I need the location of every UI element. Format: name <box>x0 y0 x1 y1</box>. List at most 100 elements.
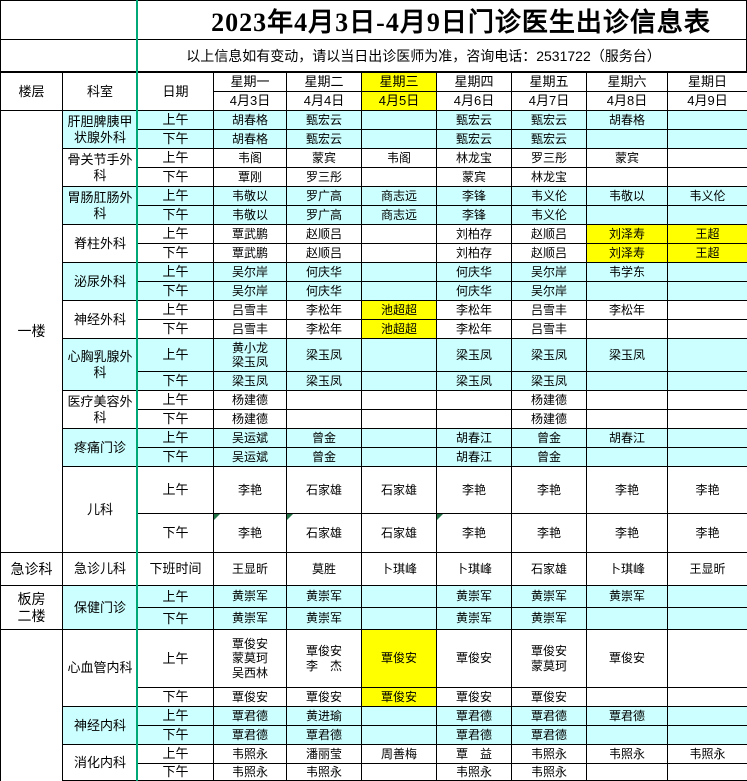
date-header[interactable]: 日期 <box>137 72 214 111</box>
schedule-cell[interactable] <box>667 706 747 726</box>
schedule-cell[interactable]: 黄进瑜 <box>286 706 362 726</box>
time-cell[interactable]: 上午 <box>137 262 214 282</box>
schedule-cell[interactable]: 李松年 <box>286 319 362 339</box>
schedule-cell[interactable] <box>586 607 668 630</box>
schedule-cell[interactable]: 潘丽莹 <box>286 744 362 764</box>
schedule-cell[interactable]: 韦敬以 <box>213 186 287 206</box>
schedule-cell[interactable]: 曾金 <box>286 447 362 467</box>
schedule-cell[interactable]: 梁玉凤 <box>213 371 287 391</box>
schedule-cell[interactable]: 曾金 <box>511 447 587 467</box>
schedule-cell[interactable] <box>361 763 437 781</box>
schedule-cell[interactable]: 刘柏存 <box>436 243 512 263</box>
schedule-cell[interactable]: 韦照永 <box>286 763 362 781</box>
schedule-cell[interactable]: 杨建德 <box>213 390 287 410</box>
schedule-cell[interactable]: 吴尔岸 <box>213 262 287 282</box>
dept-cell[interactable]: 心血管内科 <box>62 629 138 707</box>
schedule-cell[interactable]: 梁玉凤 <box>436 371 512 391</box>
schedule-cell[interactable]: 吴尔岸 <box>511 281 587 301</box>
schedule-cell[interactable]: 黄崇军 <box>436 607 512 630</box>
schedule-cell[interactable]: 林龙宝 <box>511 167 587 187</box>
schedule-cell[interactable] <box>667 110 747 130</box>
time-cell[interactable]: 下午 <box>137 371 214 391</box>
schedule-cell[interactable] <box>667 687 747 707</box>
schedule-cell[interactable]: 梁玉凤 <box>511 371 587 391</box>
weekday-header[interactable]: 星期五 <box>511 72 587 92</box>
time-cell[interactable]: 下午 <box>137 243 214 263</box>
schedule-cell[interactable]: 覃俊安 <box>436 629 512 688</box>
schedule-cell[interactable] <box>667 300 747 320</box>
floor-cell[interactable]: 一楼 <box>0 110 63 553</box>
schedule-cell[interactable]: 韦照永 <box>213 744 287 764</box>
schedule-cell[interactable]: 何庆华 <box>436 262 512 282</box>
schedule-cell[interactable]: 莫胜 <box>286 552 362 586</box>
schedule-cell[interactable]: 覃君德 <box>213 706 287 726</box>
schedule-cell[interactable]: 韦学东 <box>586 262 668 282</box>
schedule-cell[interactable]: 覃君德 <box>511 706 587 726</box>
schedule-cell[interactable] <box>586 205 668 225</box>
schedule-cell[interactable]: 李艳 <box>667 513 747 553</box>
schedule-cell[interactable]: 林龙宝 <box>436 148 512 168</box>
schedule-cell[interactable] <box>361 167 437 187</box>
schedule-cell[interactable] <box>361 428 437 448</box>
time-cell[interactable]: 下午 <box>137 205 214 225</box>
schedule-cell[interactable]: 甄宏云 <box>436 110 512 130</box>
dept-cell[interactable]: 脊柱外科 <box>62 224 138 263</box>
schedule-cell[interactable]: 蒙宾 <box>586 148 668 168</box>
schedule-cell[interactable]: 黄崇军 <box>436 585 512 608</box>
weekday-header[interactable]: 星期三 <box>361 72 437 92</box>
schedule-cell[interactable] <box>361 129 437 149</box>
schedule-cell[interactable]: 李松年 <box>436 300 512 320</box>
time-cell[interactable]: 下午 <box>137 687 214 707</box>
schedule-cell[interactable]: 李松年 <box>586 300 668 320</box>
schedule-cell[interactable] <box>361 585 437 608</box>
schedule-cell[interactable]: 吕雪丰 <box>213 319 287 339</box>
schedule-cell[interactable] <box>586 167 668 187</box>
schedule-cell[interactable] <box>667 629 747 688</box>
schedule-cell[interactable]: 何庆华 <box>436 281 512 301</box>
schedule-cell[interactable]: 池超超 <box>361 319 437 339</box>
schedule-cell[interactable]: 罗三彤 <box>511 148 587 168</box>
schedule-cell[interactable]: 王超 <box>667 224 747 244</box>
time-cell[interactable]: 下午 <box>137 447 214 467</box>
schedule-cell[interactable] <box>667 447 747 467</box>
schedule-cell[interactable] <box>361 706 437 726</box>
schedule-cell[interactable] <box>667 763 747 781</box>
dept-cell[interactable]: 骨关节手外科 <box>62 148 138 187</box>
schedule-cell[interactable] <box>586 687 668 707</box>
schedule-cell[interactable]: 韦义伦 <box>511 186 587 206</box>
day-date-header[interactable]: 4月3日 <box>213 91 287 111</box>
dept-cell[interactable]: 保健门诊 <box>62 585 138 630</box>
dept-cell[interactable]: 神经外科 <box>62 300 138 339</box>
time-cell[interactable]: 下午 <box>137 409 214 429</box>
schedule-cell[interactable]: 李艳 <box>586 513 668 553</box>
schedule-cell[interactable] <box>361 371 437 391</box>
schedule-cell[interactable] <box>586 447 668 467</box>
schedule-cell[interactable] <box>361 607 437 630</box>
schedule-cell[interactable]: 覃君德 <box>586 706 668 726</box>
schedule-cell[interactable]: 李艳 <box>213 466 287 514</box>
time-cell[interactable]: 下班时间 <box>137 552 214 586</box>
schedule-cell[interactable]: 蒙宾 <box>286 148 362 168</box>
dept-cell[interactable]: 消化内科 <box>62 744 138 781</box>
schedule-cell[interactable]: 石家雄 <box>511 552 587 586</box>
time-cell[interactable]: 上午 <box>137 224 214 244</box>
schedule-cell[interactable] <box>361 224 437 244</box>
schedule-cell[interactable]: 覃武鹏 <box>213 243 287 263</box>
schedule-cell[interactable]: 黄崇军 <box>286 607 362 630</box>
floor-cell[interactable]: 板房 二楼 <box>0 585 63 630</box>
schedule-cell[interactable] <box>667 262 747 282</box>
schedule-cell[interactable]: 赵顺吕 <box>511 224 587 244</box>
schedule-cell[interactable]: 李艳 <box>511 513 587 553</box>
schedule-cell[interactable]: 梁玉凤 <box>286 338 362 372</box>
schedule-cell[interactable]: 韦义伦 <box>667 186 747 206</box>
schedule-cell[interactable]: 韦照永 <box>436 763 512 781</box>
schedule-cell[interactable] <box>667 428 747 448</box>
schedule-cell[interactable]: 甄宏云 <box>286 110 362 130</box>
schedule-cell[interactable]: 罗广高 <box>286 186 362 206</box>
schedule-cell[interactable]: 吴运斌 <box>213 447 287 467</box>
schedule-cell[interactable] <box>361 281 437 301</box>
schedule-cell[interactable]: 覃 益 <box>436 744 512 764</box>
schedule-cell[interactable]: 胡春江 <box>436 428 512 448</box>
schedule-cell[interactable]: 李艳 <box>436 513 512 553</box>
time-cell[interactable]: 上午 <box>137 338 214 372</box>
